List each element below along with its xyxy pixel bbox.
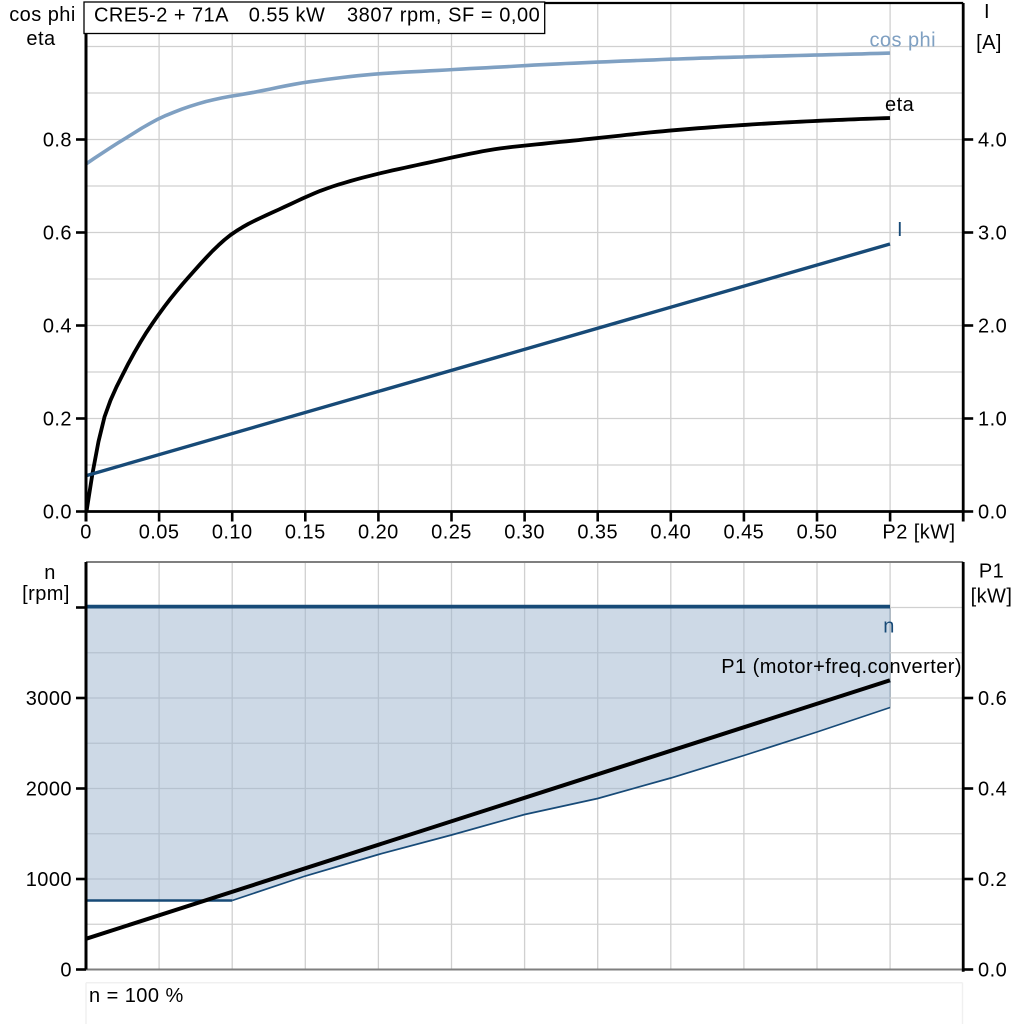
svg-text:n: n: [883, 615, 895, 637]
svg-text:0.45: 0.45: [724, 521, 765, 543]
svg-text:3.0: 3.0: [978, 222, 1007, 244]
svg-text:CRE5-2 + 71A: CRE5-2 + 71A: [94, 5, 229, 27]
svg-text:0.55 kW: 0.55 kW: [249, 5, 326, 27]
svg-text:cos phi: cos phi: [9, 4, 76, 26]
svg-text:0.15: 0.15: [285, 521, 326, 543]
svg-text:4.0: 4.0: [978, 129, 1007, 151]
svg-text:0.10: 0.10: [212, 521, 253, 543]
svg-text:0.8: 0.8: [43, 129, 72, 151]
svg-text:0.4: 0.4: [978, 778, 1007, 800]
svg-text:0.25: 0.25: [431, 521, 472, 543]
svg-text:P2 [kW]: P2 [kW]: [882, 521, 955, 543]
svg-text:0.2: 0.2: [43, 408, 72, 430]
svg-text:0: 0: [80, 521, 92, 543]
svg-text:0.30: 0.30: [504, 521, 545, 543]
svg-text:2000: 2000: [26, 778, 72, 800]
svg-text:0.6: 0.6: [978, 688, 1007, 710]
svg-text:0.0: 0.0: [43, 501, 72, 523]
svg-text:1.0: 1.0: [978, 408, 1007, 430]
svg-text:0.4: 0.4: [43, 315, 72, 337]
svg-text:0.0: 0.0: [978, 959, 1007, 981]
svg-text:1000: 1000: [26, 869, 72, 891]
svg-text:3000: 3000: [26, 688, 72, 710]
svg-text:0.35: 0.35: [577, 521, 618, 543]
svg-text:0.05: 0.05: [139, 521, 180, 543]
svg-text:P1: P1: [979, 560, 1004, 582]
svg-text:n: n: [44, 562, 56, 584]
svg-text:[kW]: [kW]: [971, 585, 1013, 607]
svg-text:[rpm]: [rpm]: [22, 583, 70, 605]
svg-text:0.0: 0.0: [978, 501, 1007, 523]
svg-text:0: 0: [60, 959, 72, 981]
svg-text:0.50: 0.50: [797, 521, 838, 543]
svg-text:I: I: [984, 1, 990, 23]
svg-text:0.6: 0.6: [43, 222, 72, 244]
svg-text:cos phi: cos phi: [869, 29, 936, 51]
svg-text:2.0: 2.0: [978, 315, 1007, 337]
svg-text:n = 100 %: n = 100 %: [89, 985, 184, 1007]
svg-text:0.40: 0.40: [650, 521, 691, 543]
svg-text:0.2: 0.2: [978, 869, 1007, 891]
svg-text:[A]: [A]: [976, 32, 1002, 54]
svg-text:eta: eta: [26, 28, 56, 50]
svg-text:3807 rpm, SF = 0,00: 3807 rpm, SF = 0,00: [347, 5, 540, 27]
svg-text:0.20: 0.20: [358, 521, 399, 543]
svg-text:P1 (motor+freq.converter): P1 (motor+freq.converter): [721, 656, 962, 678]
svg-text:I: I: [897, 219, 903, 241]
svg-text:eta: eta: [885, 94, 915, 116]
